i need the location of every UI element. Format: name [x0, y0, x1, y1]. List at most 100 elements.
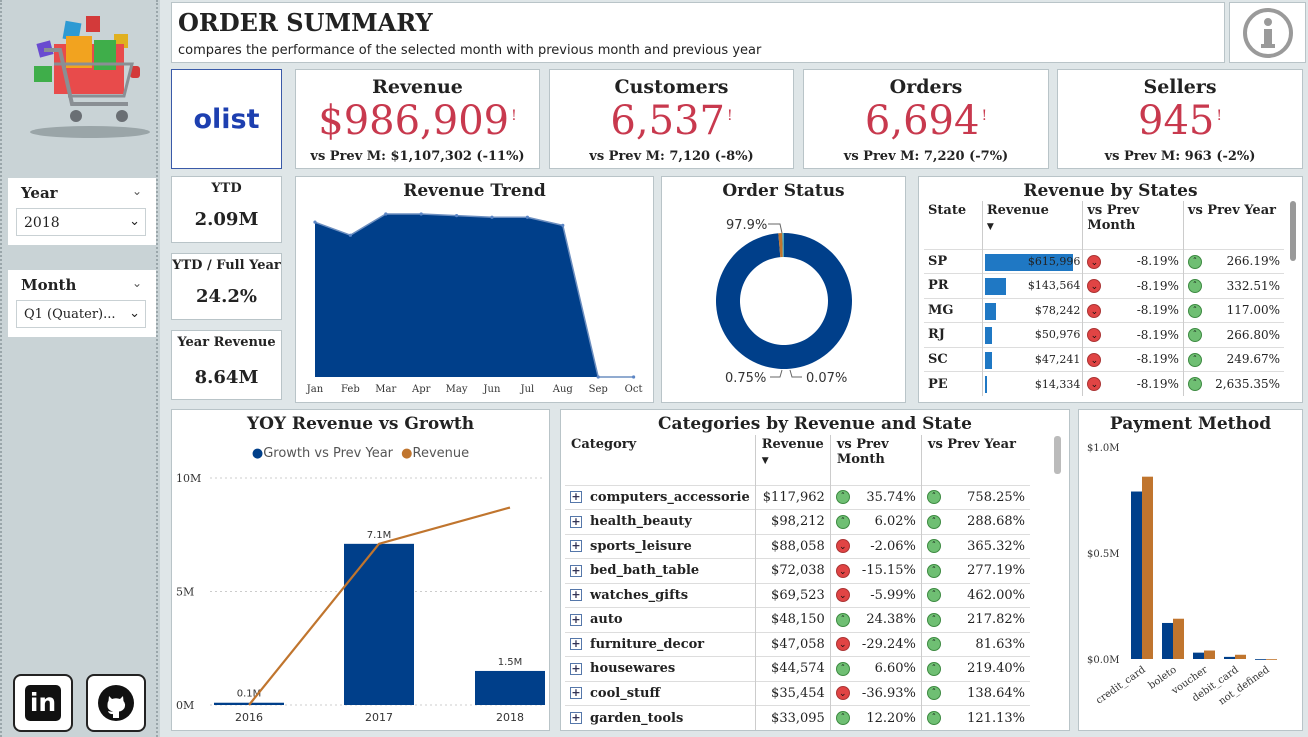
data-label: 97.9% [726, 218, 767, 233]
month-slicer[interactable]: Month ⌄ Q1 (Quater)... ⌄ [8, 270, 156, 337]
vs-prev-year-cell: ˆ 266.80% [1183, 322, 1284, 347]
scrollbar[interactable] [1054, 436, 1061, 474]
kpi-value: 6,694! [864, 98, 988, 144]
trend-point [561, 223, 565, 228]
column-header-vs-prev-year[interactable]: vs Prev Year [1187, 203, 1276, 218]
column-header-vs-prev-year[interactable]: vs Prev Year [927, 437, 1016, 452]
github-button[interactable] [86, 674, 146, 732]
info-button[interactable] [1229, 2, 1306, 63]
chevron-down-icon[interactable]: ⌄ [131, 276, 142, 290]
expand-icon[interactable]: + [570, 563, 582, 577]
y-tick-label: 5M [176, 586, 194, 599]
category-cell: + cool_stuff [565, 680, 756, 706]
yoy-revenue-growth-chart: YOY Revenue vs Growth ●Growth vs Prev Ye… [171, 409, 550, 731]
table-row[interactable]: + computers_accessorie $117,962 ˆ 35.74% ˆ 758… [565, 484, 1030, 510]
revenue-databar [984, 278, 1006, 295]
olist-logo-text: olist [193, 104, 260, 135]
column-header-vs-prev-month[interactable]: vs Prev Month [1082, 201, 1184, 249]
sidebar: Year ⌄ 2018 ⌄ Month ⌄ Q1 (Quater)... ⌄ i… [0, 0, 158, 737]
table-row[interactable]: + watches_gifts $69,523 ⌄ -5.99% ˆ 462.00% [565, 582, 1030, 608]
donut-slice [782, 233, 784, 258]
warning-icon: ! [1216, 107, 1222, 124]
state-cell: PE [924, 371, 983, 396]
column-header-revenue[interactable]: Revenue ▼ [755, 435, 831, 485]
table-row[interactable]: + garden_tools $33,095 ˆ 12.20% ˆ 121.13% [565, 705, 1030, 730]
column-header-vs-prev-month[interactable]: vs Prev Month [830, 435, 922, 485]
revenue-cell: $14,334 [982, 371, 1084, 396]
down-arrow-icon: ⌄ [835, 563, 850, 578]
order-status-chart: Order Status 97.9% 0.75% 0.07% [661, 176, 906, 403]
category-cell: + garden_tools [565, 705, 756, 730]
up-arrow-icon: ˆ [1187, 303, 1202, 318]
page-title: ORDER SUMMARY [178, 8, 433, 37]
chart-title: YOY Revenue vs Growth [246, 414, 475, 434]
trend-line [314, 213, 634, 378]
revenue-databar [984, 376, 987, 393]
table-row[interactable]: MG $78,242 ⌄ -8.19% ˆ 117.00% [924, 297, 1284, 323]
kpi-value: 2.09M [194, 209, 259, 230]
legend-item: Growth vs Prev Year [263, 446, 394, 461]
table-row[interactable]: + sports_leisure $88,058 ⌄ -2.06% ˆ 365.32% [565, 533, 1030, 559]
expand-icon[interactable]: + [570, 514, 582, 528]
revenue-by-states-table: Revenue by States State Revenue ▼ vs Prev… [918, 176, 1303, 403]
kpi-value: 8.64M [194, 367, 259, 388]
expand-icon[interactable]: + [570, 588, 582, 602]
table-row[interactable]: + bed_bath_table $72,038 ⌄ -15.15% ˆ 277.19% [565, 558, 1030, 583]
vs-prev-month-cell: ⌄ -5.99% [830, 582, 922, 608]
kpi-value: 945! [1138, 98, 1222, 144]
column-header-state[interactable]: State [924, 201, 983, 249]
expand-icon[interactable]: + [570, 711, 582, 724]
expand-icon[interactable]: + [570, 612, 582, 626]
x-tick-label: May [446, 384, 468, 395]
revenue-cell: $47,241 [982, 346, 1084, 372]
trend-point [490, 215, 494, 219]
category-cell: + auto [565, 607, 756, 632]
x-tick-label: 2018 [496, 711, 524, 724]
data-label: 0.75% [725, 371, 766, 386]
category-cell: + computers_accessorie [565, 484, 756, 510]
expand-icon[interactable]: + [570, 539, 582, 553]
vs-prev-month-cell: ˆ 6.02% [830, 509, 922, 534]
kpi-ytd-full-year: YTD / Full Year 24.2% [171, 253, 282, 320]
month-dropdown[interactable]: Q1 (Quater)... ⌄ [16, 300, 146, 328]
states-table: State Revenue ▼ vs Prev Month vs Prev Yea… [924, 201, 1284, 396]
revenue-databar [984, 351, 992, 369]
expand-icon[interactable]: + [570, 637, 582, 651]
column-header-revenue[interactable]: Revenue ▼ [982, 201, 1084, 249]
table-row[interactable]: + auto $48,150 ˆ 24.38% ˆ 217.82% [565, 607, 1030, 632]
y-tick-label: 10M [176, 472, 201, 485]
chevron-down-icon[interactable]: ⌄ [131, 184, 142, 198]
column-header-category[interactable]: Category [565, 435, 756, 485]
table-row[interactable]: PR $143,564 ⌄ -8.19% ˆ 332.51% [924, 273, 1284, 298]
scrollbar[interactable] [1290, 201, 1296, 261]
expand-icon[interactable]: + [570, 661, 582, 675]
table-row[interactable]: + housewares $44,574 ˆ 6.60% ˆ 219.40% [565, 656, 1030, 681]
vs-prev-month-cell: ⌄ -36.93% [830, 680, 922, 706]
leader-line [770, 369, 783, 378]
table-row[interactable]: + cool_stuff $35,454 ⌄ -36.93% ˆ 138.64% [565, 680, 1030, 706]
year-dropdown[interactable]: 2018 ⌄ [16, 208, 146, 236]
kpi-sellers: Sellers 945! vs Prev M: 963 (-2%) [1057, 69, 1303, 169]
x-tick-label: Jun [483, 384, 501, 395]
down-arrow-icon: ⌄ [1087, 377, 1102, 392]
x-tick-label: Mar [375, 384, 396, 395]
table-row[interactable]: + furniture_decor $47,058 ⌄ -29.24% ˆ 81.63% [565, 631, 1030, 657]
page-subtitle: compares the performance of the selected… [178, 43, 762, 58]
vs-prev-month-cell: ⌄ -8.19% [1082, 297, 1184, 323]
y-tick-label: $0.5M [1087, 549, 1120, 560]
vs-prev-month-cell: ˆ 24.38% [830, 607, 922, 632]
olist-logo: olist [171, 69, 282, 169]
kpi-value: $986,909! [318, 98, 517, 144]
year-slicer[interactable]: Year ⌄ 2018 ⌄ [8, 178, 156, 245]
table-row[interactable]: RJ $50,976 ⌄ -8.19% ˆ 266.80% [924, 322, 1284, 347]
vs-prev-month-cell: ⌄ -15.15% [830, 558, 922, 583]
table-row[interactable]: PE $14,334 ⌄ -8.19% ˆ 2,635.35% [924, 371, 1284, 396]
expand-icon[interactable]: + [570, 490, 582, 504]
revenue-cell: $33,095 [755, 705, 831, 730]
legend-item: Revenue [412, 446, 470, 461]
linkedin-button[interactable]: in [13, 674, 73, 732]
table-row[interactable]: + health_beauty $98,212 ˆ 6.02% ˆ 288.68% [565, 509, 1030, 534]
expand-icon[interactable]: + [570, 686, 582, 700]
table-row[interactable]: SC $47,241 ⌄ -8.19% ˆ 249.67% [924, 346, 1284, 372]
table-row[interactable]: SP $615,996 ⌄ -8.19% ˆ 266.19% [924, 248, 1284, 274]
